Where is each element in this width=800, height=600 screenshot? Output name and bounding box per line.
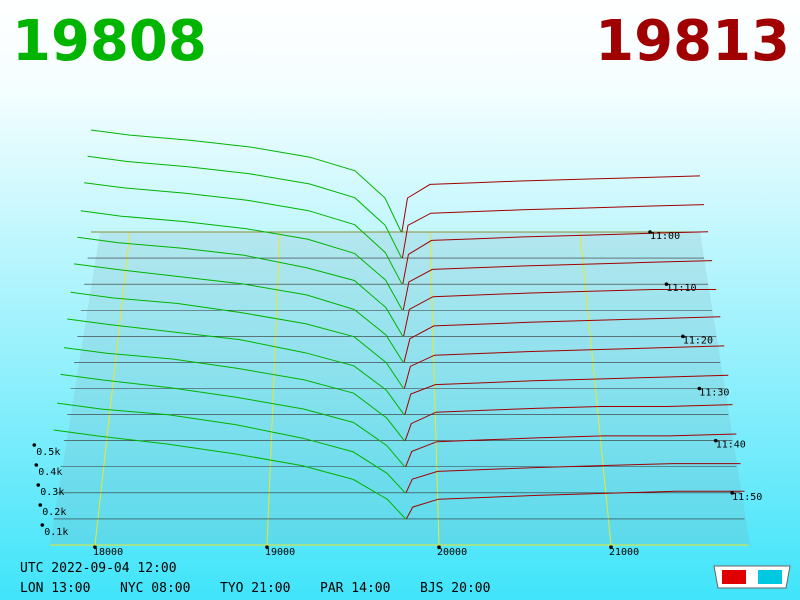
footer-city-time: PAR 14:00 (320, 581, 390, 596)
tick-mark (697, 386, 702, 391)
tick-mark (265, 545, 269, 549)
bid-depth-line (73, 263, 404, 363)
ask-price: 19813 (595, 9, 790, 74)
ask-depth-line (401, 175, 701, 233)
ask-depth-line (403, 289, 717, 337)
tick-mark (38, 503, 43, 507)
ask-depth-line (402, 231, 709, 285)
tick-mark (713, 438, 718, 443)
x-tick-label: 19000 (265, 547, 295, 558)
z-tick-label: 11:30 (699, 388, 729, 399)
bid-price: 19808 (12, 9, 207, 74)
y-tick-label: 0.2k (42, 507, 66, 518)
ask-depth-line (402, 260, 713, 311)
tick-mark (32, 443, 37, 447)
bid-depth-line (80, 210, 403, 311)
ask-depth-line (403, 316, 721, 363)
ask-depth-line (403, 345, 725, 389)
ask-depth-line (405, 463, 741, 494)
tick-mark (681, 334, 685, 339)
tick-mark (36, 483, 41, 487)
bid-depth-line (63, 347, 405, 442)
bid-depth-line (57, 402, 406, 494)
bid-depth-line (67, 318, 405, 415)
y-tick-label: 0.4k (38, 467, 62, 478)
y-tick-label: 0.5k (36, 447, 60, 458)
bid-depth-line (60, 373, 406, 468)
ask-depth-line (401, 204, 705, 259)
x-tick-label: 18000 (93, 547, 123, 558)
z-tick-label: 11:20 (683, 335, 713, 346)
ask-depth-line (404, 404, 733, 441)
tick-mark (93, 545, 97, 549)
z-tick-label: 11:40 (716, 440, 746, 451)
footer-city-time: TYO 21:00 (220, 581, 290, 596)
footer-city-time: LON 13:00 (20, 581, 90, 596)
bid-depth-line (70, 291, 405, 389)
y-tick-label: 0.3k (40, 487, 64, 498)
tick-mark (40, 523, 45, 527)
x-tick-label: 20000 (437, 547, 467, 558)
y-tick-label: 0.1k (44, 527, 68, 538)
bid-depth-line (90, 129, 402, 233)
tick-mark (34, 463, 39, 467)
ask-depth-line (405, 490, 745, 520)
footer-city-time: NYC 08:00 (120, 581, 190, 596)
bid-depth-line (77, 236, 404, 337)
z-tick-label: 11:10 (666, 283, 696, 294)
x-tick-label: 21000 (609, 547, 639, 558)
footer-utc: UTC 2022-09-04 12:00 (20, 561, 177, 576)
z-tick-label: 11:50 (732, 492, 762, 503)
tick-mark (664, 282, 669, 286)
glasses-icon (713, 565, 791, 589)
ask-depth-line (404, 374, 729, 415)
ask-depth-line (405, 433, 737, 467)
bid-depth-line (87, 155, 403, 259)
plot: 18000 19000 20000 21000 0.1k 0.2k 0.3k 0.4k 0.5k… (32, 129, 762, 558)
tick-mark (648, 230, 652, 234)
tick-mark (437, 545, 441, 549)
tick-mark (609, 545, 613, 549)
bid-depth-line (84, 182, 403, 285)
z-tick-label: 11:00 (650, 231, 680, 242)
footer-city-time: BJS 20:00 (420, 581, 490, 596)
tick-mark (730, 491, 734, 495)
bid-depth-line (53, 429, 406, 520)
